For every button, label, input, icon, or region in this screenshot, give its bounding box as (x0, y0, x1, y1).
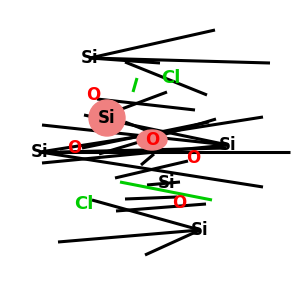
Text: O: O (186, 149, 200, 167)
Text: O: O (145, 131, 159, 149)
Text: Si: Si (81, 49, 99, 67)
Circle shape (89, 100, 125, 136)
Ellipse shape (137, 130, 167, 150)
Text: Cl: Cl (74, 195, 94, 213)
Text: Si: Si (158, 174, 176, 192)
Text: O: O (67, 139, 81, 157)
Text: Si: Si (98, 109, 116, 127)
Text: O: O (172, 194, 186, 212)
Text: Si: Si (31, 143, 49, 161)
Text: O: O (86, 86, 100, 104)
Text: Cl: Cl (161, 69, 181, 87)
Text: Si: Si (191, 221, 209, 239)
Text: Si: Si (219, 136, 237, 154)
